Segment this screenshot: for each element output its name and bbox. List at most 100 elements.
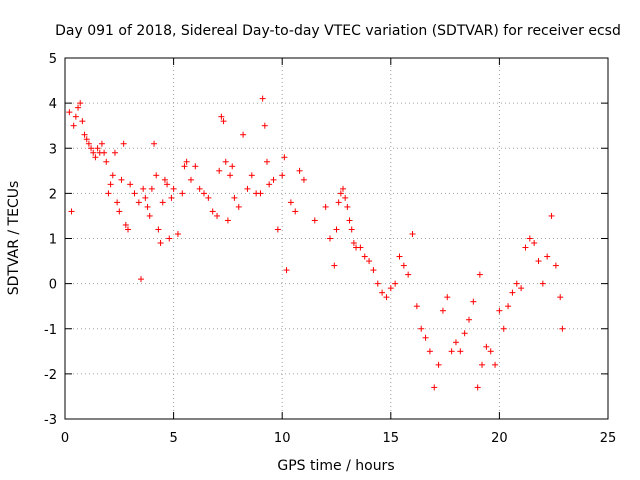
data-point — [470, 298, 477, 305]
data-point — [170, 185, 177, 192]
data-point — [235, 203, 242, 210]
data-point — [111, 149, 118, 156]
data-point — [344, 203, 351, 210]
data-point — [409, 230, 416, 237]
x-tick-label: 20 — [491, 431, 508, 446]
data-point — [244, 185, 251, 192]
data-point — [70, 122, 77, 129]
data-point — [140, 185, 147, 192]
data-point — [81, 131, 88, 138]
data-point — [205, 194, 212, 201]
data-point — [218, 113, 225, 120]
data-point — [222, 158, 229, 165]
data-point — [159, 199, 166, 206]
data-point — [240, 131, 247, 138]
data-point — [196, 185, 203, 192]
data-point — [383, 294, 390, 301]
data-point — [216, 167, 223, 174]
data-point — [483, 343, 490, 350]
y-tick-label: 1 — [49, 233, 57, 248]
data-point — [151, 140, 158, 147]
data-point — [379, 289, 386, 296]
data-point — [300, 176, 307, 183]
data-point — [448, 348, 455, 355]
data-point — [75, 104, 82, 111]
plot-frame — [64, 57, 609, 420]
data-point — [418, 325, 425, 332]
data-point — [179, 190, 186, 197]
data-point — [366, 258, 373, 265]
data-point — [496, 307, 503, 314]
data-point — [220, 118, 227, 125]
data-point — [292, 208, 299, 215]
data-point — [148, 185, 155, 192]
data-points — [66, 95, 566, 391]
data-point — [335, 199, 342, 206]
data-point — [348, 226, 355, 233]
y-tick-label: -3 — [44, 413, 57, 428]
data-point — [281, 154, 288, 161]
data-point — [231, 194, 238, 201]
data-point — [279, 172, 286, 179]
grid-lines — [65, 58, 608, 419]
data-point — [552, 262, 559, 269]
x-tick-label: 15 — [383, 431, 400, 446]
data-point — [153, 172, 160, 179]
data-point — [337, 190, 344, 197]
data-point — [452, 339, 459, 346]
data-point — [142, 194, 149, 201]
data-point — [461, 330, 468, 337]
data-point — [476, 271, 483, 278]
data-point — [426, 348, 433, 355]
data-point — [333, 226, 340, 233]
data-point — [181, 163, 188, 170]
data-point — [326, 235, 333, 242]
data-point — [135, 199, 142, 206]
data-point — [107, 181, 114, 188]
data-point — [263, 158, 270, 165]
data-point — [103, 158, 110, 165]
y-tick-label: 2 — [49, 187, 57, 202]
x-tick-label: 5 — [169, 431, 177, 446]
data-point — [331, 262, 338, 269]
data-point — [500, 325, 507, 332]
data-point — [465, 316, 472, 323]
data-point — [370, 267, 377, 274]
data-point — [374, 280, 381, 287]
x-tick-label: 0 — [61, 431, 69, 446]
data-point — [229, 163, 236, 170]
x-tick-label: 10 — [274, 431, 291, 446]
data-point — [85, 140, 92, 147]
y-tick-label: -1 — [44, 323, 57, 338]
data-point — [68, 208, 75, 215]
data-point — [120, 140, 127, 147]
data-point — [164, 181, 171, 188]
data-point — [168, 194, 175, 201]
data-point — [127, 181, 134, 188]
data-point — [227, 172, 234, 179]
data-point — [522, 244, 529, 251]
y-axis-title: SDTVAR / TECUs — [6, 181, 22, 296]
data-point — [201, 190, 208, 197]
data-point — [109, 172, 116, 179]
data-point — [131, 190, 138, 197]
data-point — [413, 303, 420, 310]
x-tick-labels: 0 5 10 15 20 25 — [61, 431, 616, 446]
data-point — [457, 348, 464, 355]
data-point — [322, 203, 329, 210]
data-point — [274, 226, 281, 233]
data-point — [161, 176, 168, 183]
data-point — [422, 334, 429, 341]
data-point — [392, 280, 399, 287]
data-point — [266, 181, 273, 188]
data-point — [155, 226, 162, 233]
y-tick-label: 4 — [49, 97, 57, 112]
data-point — [105, 190, 112, 197]
y-tick-label: 0 — [49, 278, 57, 293]
x-axis-title: GPS time / hours — [277, 458, 394, 474]
data-point — [487, 348, 494, 355]
data-point — [261, 122, 268, 129]
data-point — [83, 136, 90, 143]
data-point — [101, 149, 108, 156]
